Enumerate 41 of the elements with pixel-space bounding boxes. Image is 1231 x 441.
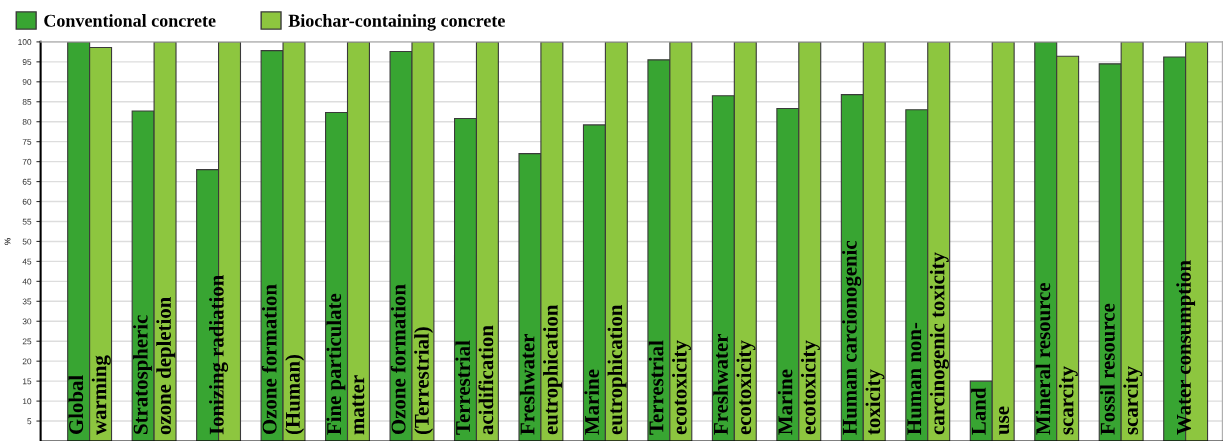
x-tick-label: Human carcionogenic toxicity <box>842 240 885 435</box>
y-tick-label: 30 <box>22 318 32 325</box>
y-tick-label: 80 <box>22 118 32 125</box>
y-tick-label: 5 <box>27 418 32 425</box>
x-tick-label: Terrestrial acidification <box>455 325 494 435</box>
x-tick-label: Mineral resource scarcity <box>1035 282 1078 435</box>
y-tick-label: 60 <box>22 198 32 205</box>
x-tick-label: Ozone formation (Human) <box>261 284 305 435</box>
y-tick-label: 100 <box>18 39 32 45</box>
x-tick-label: Water consumption <box>1176 260 1196 435</box>
x-tick-label: Human non- carcinogenic toxicity <box>907 252 949 435</box>
y-tick-label: 40 <box>22 278 32 285</box>
y-tick-label: 90 <box>22 79 32 85</box>
y-tick-label: 20 <box>22 358 32 365</box>
y-tick-label: 70 <box>22 158 32 165</box>
y-tick-label: 50 <box>22 238 32 245</box>
y-tick-label: 10 <box>22 398 32 405</box>
x-tick-label: Ionizing radiation <box>209 275 229 435</box>
x-tick-label: Stratospheric ozone depletion <box>133 297 176 435</box>
y-tick-label: 35 <box>22 298 32 305</box>
y-tick-label: 75 <box>22 138 32 145</box>
x-tick-label: Fossil resource scarcity <box>1100 303 1143 435</box>
y-tick-label: 65 <box>22 178 32 185</box>
x-tick-label: Global warming <box>68 355 111 435</box>
legend-label: Biochar-containing concrete <box>288 14 505 31</box>
x-tick-label: Ozone formation (Terrestrial) <box>390 284 434 435</box>
x-tick-label: Marine eutrophication <box>584 304 627 435</box>
y-tick-label: 15 <box>22 378 32 385</box>
y-tick-label: 95 <box>22 59 32 65</box>
y-tick-label: 45 <box>22 258 32 265</box>
y-tick-label: 85 <box>22 98 32 105</box>
y-tick-label: 25 <box>22 338 32 345</box>
x-tick-label: Land use <box>971 387 1010 435</box>
x-tick-label: Fine particulate matter <box>326 293 365 435</box>
x-tick-label: Terrestrial ecotoxicity <box>648 340 691 435</box>
y-axis-title: % <box>4 238 11 245</box>
x-tick-label: Marine ecotoxicity <box>777 340 820 435</box>
x-tick-label: Freshwater eutrophication <box>519 304 562 435</box>
legend-label: Conventional concrete <box>44 14 216 27</box>
x-tick-label: Freshwater ecotoxicity <box>713 334 756 435</box>
y-tick-label: 55 <box>22 218 32 225</box>
